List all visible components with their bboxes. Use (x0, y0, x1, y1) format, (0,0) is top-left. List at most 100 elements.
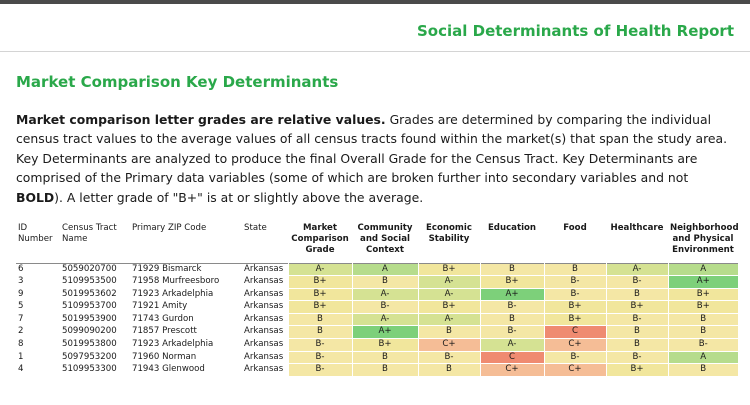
cell-state: Arkansas (242, 338, 288, 352)
cell-id: 1 (16, 351, 60, 365)
cell-state: Arkansas (242, 288, 288, 302)
cell-community-grade: A (351, 263, 418, 277)
cell-healthcare-grade: B (605, 288, 668, 302)
cell-id: 2 (16, 325, 60, 340)
cell-tract: 5109953300 (60, 363, 130, 377)
table-row: 9 5019953602 71923 Arkadelphia Arkansas … (16, 288, 738, 302)
col-header-healthcare: Healthcare (610, 223, 664, 233)
cell-id: 3 (16, 275, 60, 289)
cell-community-grade: B (351, 363, 418, 377)
cell-community-grade: B- (351, 300, 418, 314)
cell-market-grade: B (287, 313, 352, 327)
cell-education-grade: C+ (479, 363, 544, 377)
cell-neighborhood-grade: B (667, 363, 738, 377)
cell-healthcare-grade: B+ (605, 300, 668, 314)
intro-bold-lead: Market comparison letter grades are rela… (16, 112, 386, 127)
col-header-community: Community and Social Context (357, 223, 413, 255)
report-title: Social Determinants of Health Report (416, 22, 734, 40)
cell-zip: 71857 Prescott (130, 325, 242, 340)
cell-id: 6 (16, 263, 60, 277)
cell-education-grade: B- (479, 325, 544, 340)
cell-food-grade: C (543, 325, 606, 340)
cell-healthcare-grade: B- (605, 351, 668, 365)
cell-economic-grade: A- (417, 313, 480, 327)
cell-tract: 5097953200 (60, 351, 130, 365)
intro-text-1: Grades are determined by comparing the i… (16, 112, 728, 186)
cell-zip: 71743 Gurdon (130, 313, 242, 327)
cell-neighborhood-grade: B- (667, 338, 738, 352)
cell-neighborhood-grade: B (667, 313, 738, 327)
table-row: 1 5097953200 71960 Norman Arkansas B- B … (16, 351, 738, 365)
col-header-food: Food (563, 223, 587, 233)
cell-healthcare-grade: A- (605, 263, 668, 277)
cell-zip: 71958 Murfreesboro (130, 275, 242, 289)
table-row: 2 5099090200 71857 Prescott Arkansas B A… (16, 325, 738, 340)
cell-market-grade: B- (287, 338, 352, 352)
cell-community-grade: B (351, 275, 418, 289)
cell-food-grade: B- (543, 351, 606, 365)
cell-market-grade: B (287, 325, 352, 340)
cell-market-grade: B+ (287, 288, 352, 302)
cell-education-grade: B (479, 313, 544, 327)
cell-zip: 71960 Norman (130, 351, 242, 365)
cell-neighborhood-grade: A (667, 263, 738, 277)
cell-zip: 71929 Bismarck (130, 263, 242, 277)
cell-tract: 5059020700 (60, 263, 130, 277)
cell-id: 8 (16, 338, 60, 352)
cell-tract: 5109953500 (60, 275, 130, 289)
cell-zip: 71943 Glenwood (130, 363, 242, 377)
table-row: 3 5109953500 71958 Murfreesboro Arkansas… (16, 275, 738, 289)
intro-bold-word: BOLD (16, 189, 55, 205)
cell-education-grade: A+ (479, 288, 544, 302)
cell-education-grade: A- (479, 338, 544, 352)
col-header-economic: Economic Stability (426, 223, 472, 244)
cell-food-grade: C+ (543, 338, 606, 352)
col-header-state: State (244, 223, 267, 233)
cell-id: 7 (16, 313, 60, 327)
cell-state: Arkansas (242, 325, 288, 340)
cell-community-grade: A- (351, 313, 418, 327)
cell-zip: 71923 Arkadelphia (130, 338, 242, 352)
cell-economic-grade: C+ (417, 338, 480, 352)
cell-id: 9 (16, 288, 60, 302)
intro-paragraph: Market comparison letter grades are rela… (16, 110, 738, 207)
cell-healthcare-grade: B- (605, 313, 668, 327)
cell-economic-grade: B (417, 363, 480, 377)
col-header-market: Market Comparison Grade (291, 223, 349, 255)
key-determinants-table: ID Number Census Tract Name Primary ZIP … (16, 222, 739, 377)
cell-neighborhood-grade: B+ (667, 300, 738, 314)
cell-food-grade: B+ (543, 313, 606, 327)
cell-economic-grade: B- (417, 351, 480, 365)
cell-community-grade: B+ (351, 338, 418, 352)
col-header-tract: Census Tract Name (62, 223, 117, 244)
cell-zip: 71921 Amity (130, 300, 242, 314)
top-border-bar (0, 0, 750, 4)
cell-food-grade: B- (543, 288, 606, 302)
cell-food-grade: C+ (543, 363, 606, 377)
cell-tract: 5019953800 (60, 338, 130, 352)
cell-tract: 5019953900 (60, 313, 130, 327)
cell-state: Arkansas (242, 263, 288, 277)
cell-tract: 5019953602 (60, 288, 130, 302)
cell-community-grade: B (351, 351, 418, 365)
cell-neighborhood-grade: B+ (667, 288, 738, 302)
cell-education-grade: C (479, 351, 544, 365)
cell-food-grade: B+ (543, 300, 606, 314)
cell-market-grade: B- (287, 363, 352, 377)
cell-state: Arkansas (242, 275, 288, 289)
cell-market-grade: A- (287, 263, 352, 277)
cell-healthcare-grade: B- (605, 275, 668, 289)
table-row: 6 5059020700 71929 Bismarck Arkansas A- … (16, 263, 738, 277)
cell-economic-grade: B+ (417, 300, 480, 314)
table-row: 5 5109953700 71921 Amity Arkansas B+ B- … (16, 300, 738, 314)
cell-education-grade: B (479, 263, 544, 277)
cell-economic-grade: A- (417, 275, 480, 289)
cell-economic-grade: B+ (417, 263, 480, 277)
cell-economic-grade: A- (417, 288, 480, 302)
cell-neighborhood-grade: B (667, 325, 738, 340)
cell-tract: 5109953700 (60, 300, 130, 314)
table-header-row: ID Number Census Tract Name Primary ZIP … (16, 222, 739, 263)
cell-tract: 5099090200 (60, 325, 130, 340)
col-header-zip: Primary ZIP Code (132, 223, 207, 233)
cell-state: Arkansas (242, 313, 288, 327)
